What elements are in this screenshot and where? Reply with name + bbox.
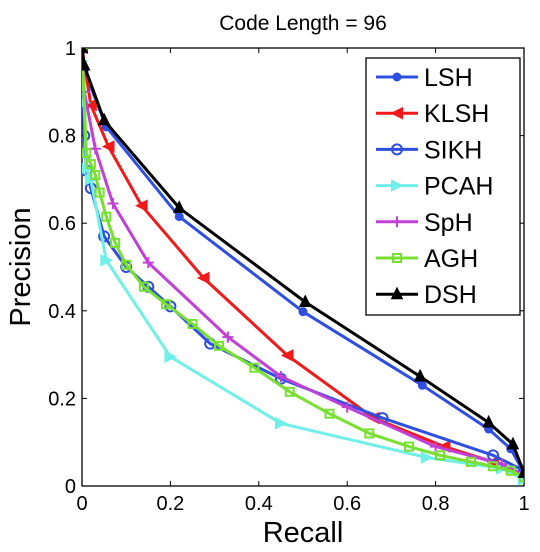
x-tick-label: 1 bbox=[518, 493, 529, 515]
point-agh bbox=[121, 259, 132, 270]
point-pcah bbox=[100, 254, 113, 267]
legend-marker-sph bbox=[391, 216, 403, 228]
point-dsh bbox=[517, 465, 524, 478]
point-sikh bbox=[518, 464, 524, 477]
x-tick-label: 0.2 bbox=[156, 493, 184, 515]
point-pcah bbox=[164, 350, 178, 364]
legend-marker-pcah bbox=[391, 179, 404, 192]
legend-marker-klsh bbox=[390, 106, 403, 120]
legend: LSH KLSH SIKH PCAH SpH AGH DSH bbox=[365, 57, 521, 316]
point-pcah bbox=[274, 417, 288, 430]
point-pcah bbox=[420, 451, 434, 464]
point-sph bbox=[142, 257, 154, 269]
point-sph bbox=[107, 197, 119, 209]
x-axis-label: Recall bbox=[263, 517, 344, 549]
legend-label-pcah: PCAH bbox=[424, 173, 493, 201]
point-agh bbox=[94, 187, 105, 198]
y-axis-label: Precision bbox=[5, 207, 37, 326]
point-dsh bbox=[172, 200, 186, 213]
point-agh bbox=[160, 299, 171, 310]
point-agh bbox=[90, 170, 101, 181]
series-layer bbox=[82, 48, 524, 486]
series-agh bbox=[82, 48, 524, 483]
legend-marker-agh bbox=[392, 253, 402, 263]
legend-item-dsh: DSH bbox=[376, 281, 477, 309]
point-dsh bbox=[413, 368, 427, 382]
point-klsh bbox=[135, 199, 148, 212]
point-dsh bbox=[97, 112, 111, 126]
y-tick-label: 1 bbox=[65, 38, 76, 60]
legend-marker-lsh bbox=[392, 72, 402, 82]
point-agh bbox=[85, 159, 96, 170]
legend-marker-dsh bbox=[390, 286, 404, 300]
point-agh bbox=[284, 386, 295, 397]
chart-title: Code Length = 96 bbox=[219, 12, 387, 35]
legend-item-pcah: PCAH bbox=[376, 173, 493, 201]
point-klsh bbox=[196, 271, 210, 285]
point-sph bbox=[430, 441, 442, 453]
legend-label-dsh: DSH bbox=[424, 281, 477, 309]
y-tick-label: 0.2 bbox=[48, 388, 76, 410]
point-lsh bbox=[417, 380, 427, 390]
point-agh bbox=[82, 148, 92, 159]
point-agh bbox=[249, 362, 260, 373]
y-tick-label: 0.4 bbox=[48, 301, 76, 323]
legend-label-klsh: KLSH bbox=[424, 100, 489, 128]
point-agh bbox=[364, 428, 375, 439]
point-sph bbox=[222, 331, 234, 343]
point-agh bbox=[110, 237, 121, 248]
point-dsh bbox=[506, 436, 520, 450]
x-tick-label: 0.4 bbox=[245, 493, 273, 515]
y-tick-label: 0 bbox=[65, 476, 76, 498]
point-dsh bbox=[482, 414, 495, 428]
x-tick-label: 0 bbox=[76, 493, 87, 515]
point-klsh bbox=[101, 140, 115, 153]
point-agh bbox=[488, 461, 499, 472]
point-sph bbox=[89, 143, 101, 155]
legend-label-lsh: LSH bbox=[424, 64, 473, 92]
y-tick-label: 0.8 bbox=[48, 126, 76, 148]
point-klsh bbox=[280, 349, 294, 362]
legend-item-agh: AGH bbox=[376, 245, 478, 273]
point-sph bbox=[275, 371, 287, 382]
legend-item-lsh: LSH bbox=[376, 64, 473, 92]
y-tick-label: 0.6 bbox=[48, 213, 76, 235]
legend-item-sph: SpH bbox=[376, 209, 473, 237]
point-dsh bbox=[298, 294, 312, 308]
point-agh bbox=[435, 450, 446, 461]
point-agh bbox=[214, 340, 225, 351]
point-agh bbox=[324, 408, 335, 419]
legend-marker-sikh bbox=[391, 143, 403, 156]
point-agh bbox=[101, 211, 112, 222]
x-tick-label: 0.6 bbox=[333, 493, 361, 515]
point-agh bbox=[505, 465, 516, 476]
point-agh bbox=[187, 318, 198, 329]
legend-label-sikh: SIKH bbox=[424, 136, 482, 164]
point-dsh bbox=[82, 57, 91, 71]
legend-label-agh: AGH bbox=[424, 245, 478, 273]
axes: 0 0.2 0.4 0.6 0.8 1 0 0.2 0.4 0.6 0.8 1 bbox=[48, 38, 529, 515]
point-klsh bbox=[84, 98, 97, 112]
point-dsh bbox=[82, 48, 89, 53]
legend-item-sikh: SIKH bbox=[376, 136, 482, 164]
x-tick-label: 0.8 bbox=[422, 493, 450, 515]
series-line-agh bbox=[82, 48, 524, 479]
point-agh bbox=[138, 281, 149, 292]
legend-item-klsh: KLSH bbox=[376, 100, 489, 128]
series-dsh bbox=[82, 48, 524, 478]
point-agh bbox=[465, 456, 476, 467]
legend-label-sph: SpH bbox=[424, 209, 473, 237]
point-lsh bbox=[174, 212, 184, 222]
plot-frame bbox=[81, 47, 525, 487]
point-sph bbox=[341, 401, 353, 413]
point-lsh bbox=[298, 307, 308, 317]
point-agh bbox=[404, 441, 415, 452]
